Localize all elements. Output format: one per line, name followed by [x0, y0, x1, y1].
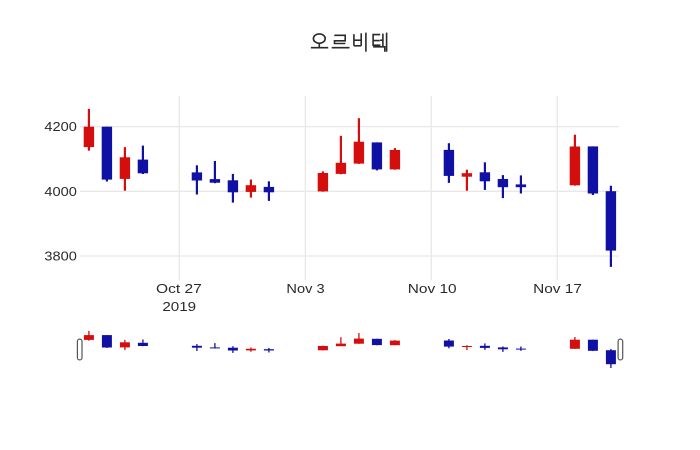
svg-text:2019: 2019 [162, 299, 196, 314]
svg-text:3800: 3800 [44, 249, 76, 264]
svg-text:4000: 4000 [44, 184, 76, 199]
svg-text:Oct 27: Oct 27 [156, 281, 202, 296]
svg-text:4200: 4200 [44, 119, 76, 134]
svg-text:Nov 17: Nov 17 [533, 281, 582, 296]
svg-text:Nov 10: Nov 10 [408, 281, 457, 296]
svg-text:Nov 3: Nov 3 [286, 281, 324, 296]
